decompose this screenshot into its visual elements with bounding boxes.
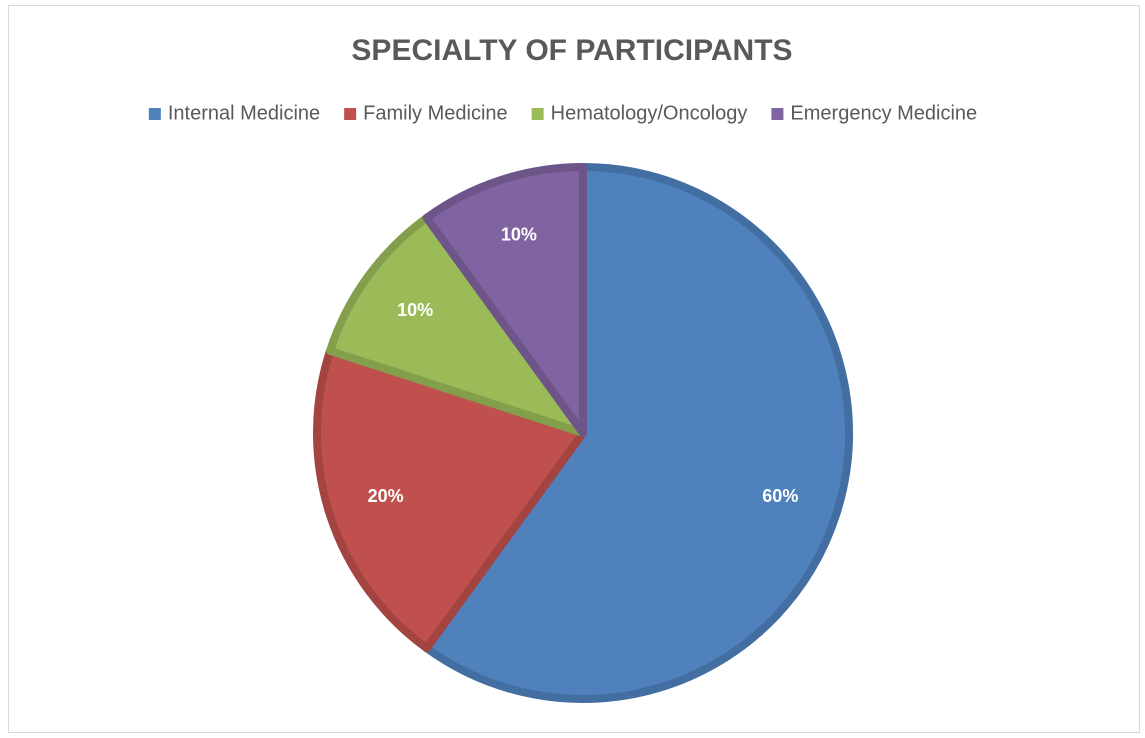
legend-swatch <box>531 108 544 120</box>
legend-item: Emergency Medicine <box>771 102 977 124</box>
value-label: 10% <box>501 224 537 244</box>
value-label: 60% <box>762 486 798 506</box>
legend-item: Family Medicine <box>344 102 508 124</box>
pie: 60% 20% 10% 10% <box>313 163 853 703</box>
legend-swatch <box>771 108 784 120</box>
value-label: 10% <box>397 300 433 320</box>
legend-item: Hematology/Oncology <box>531 102 748 124</box>
legend-swatch <box>344 108 357 120</box>
value-label: 20% <box>368 486 404 506</box>
legend-text: Family Medicine <box>363 102 507 124</box>
chart-title: SPECIALTY OF PARTICIPANTS <box>351 34 792 67</box>
pie-slice <box>422 163 853 703</box>
pie-slice <box>326 213 587 437</box>
legend-swatch <box>148 108 161 120</box>
legend-item: Internal Medicine <box>148 102 320 124</box>
pie-slice <box>422 163 587 437</box>
legend: Internal Medicine Family Medicine Hematolo… <box>148 102 977 124</box>
legend-text: Emergency Medicine <box>790 102 977 124</box>
legend-text: Hematology/Oncology <box>551 102 748 124</box>
legend-text: Internal Medicine <box>168 102 320 124</box>
pie-slice <box>313 346 587 653</box>
